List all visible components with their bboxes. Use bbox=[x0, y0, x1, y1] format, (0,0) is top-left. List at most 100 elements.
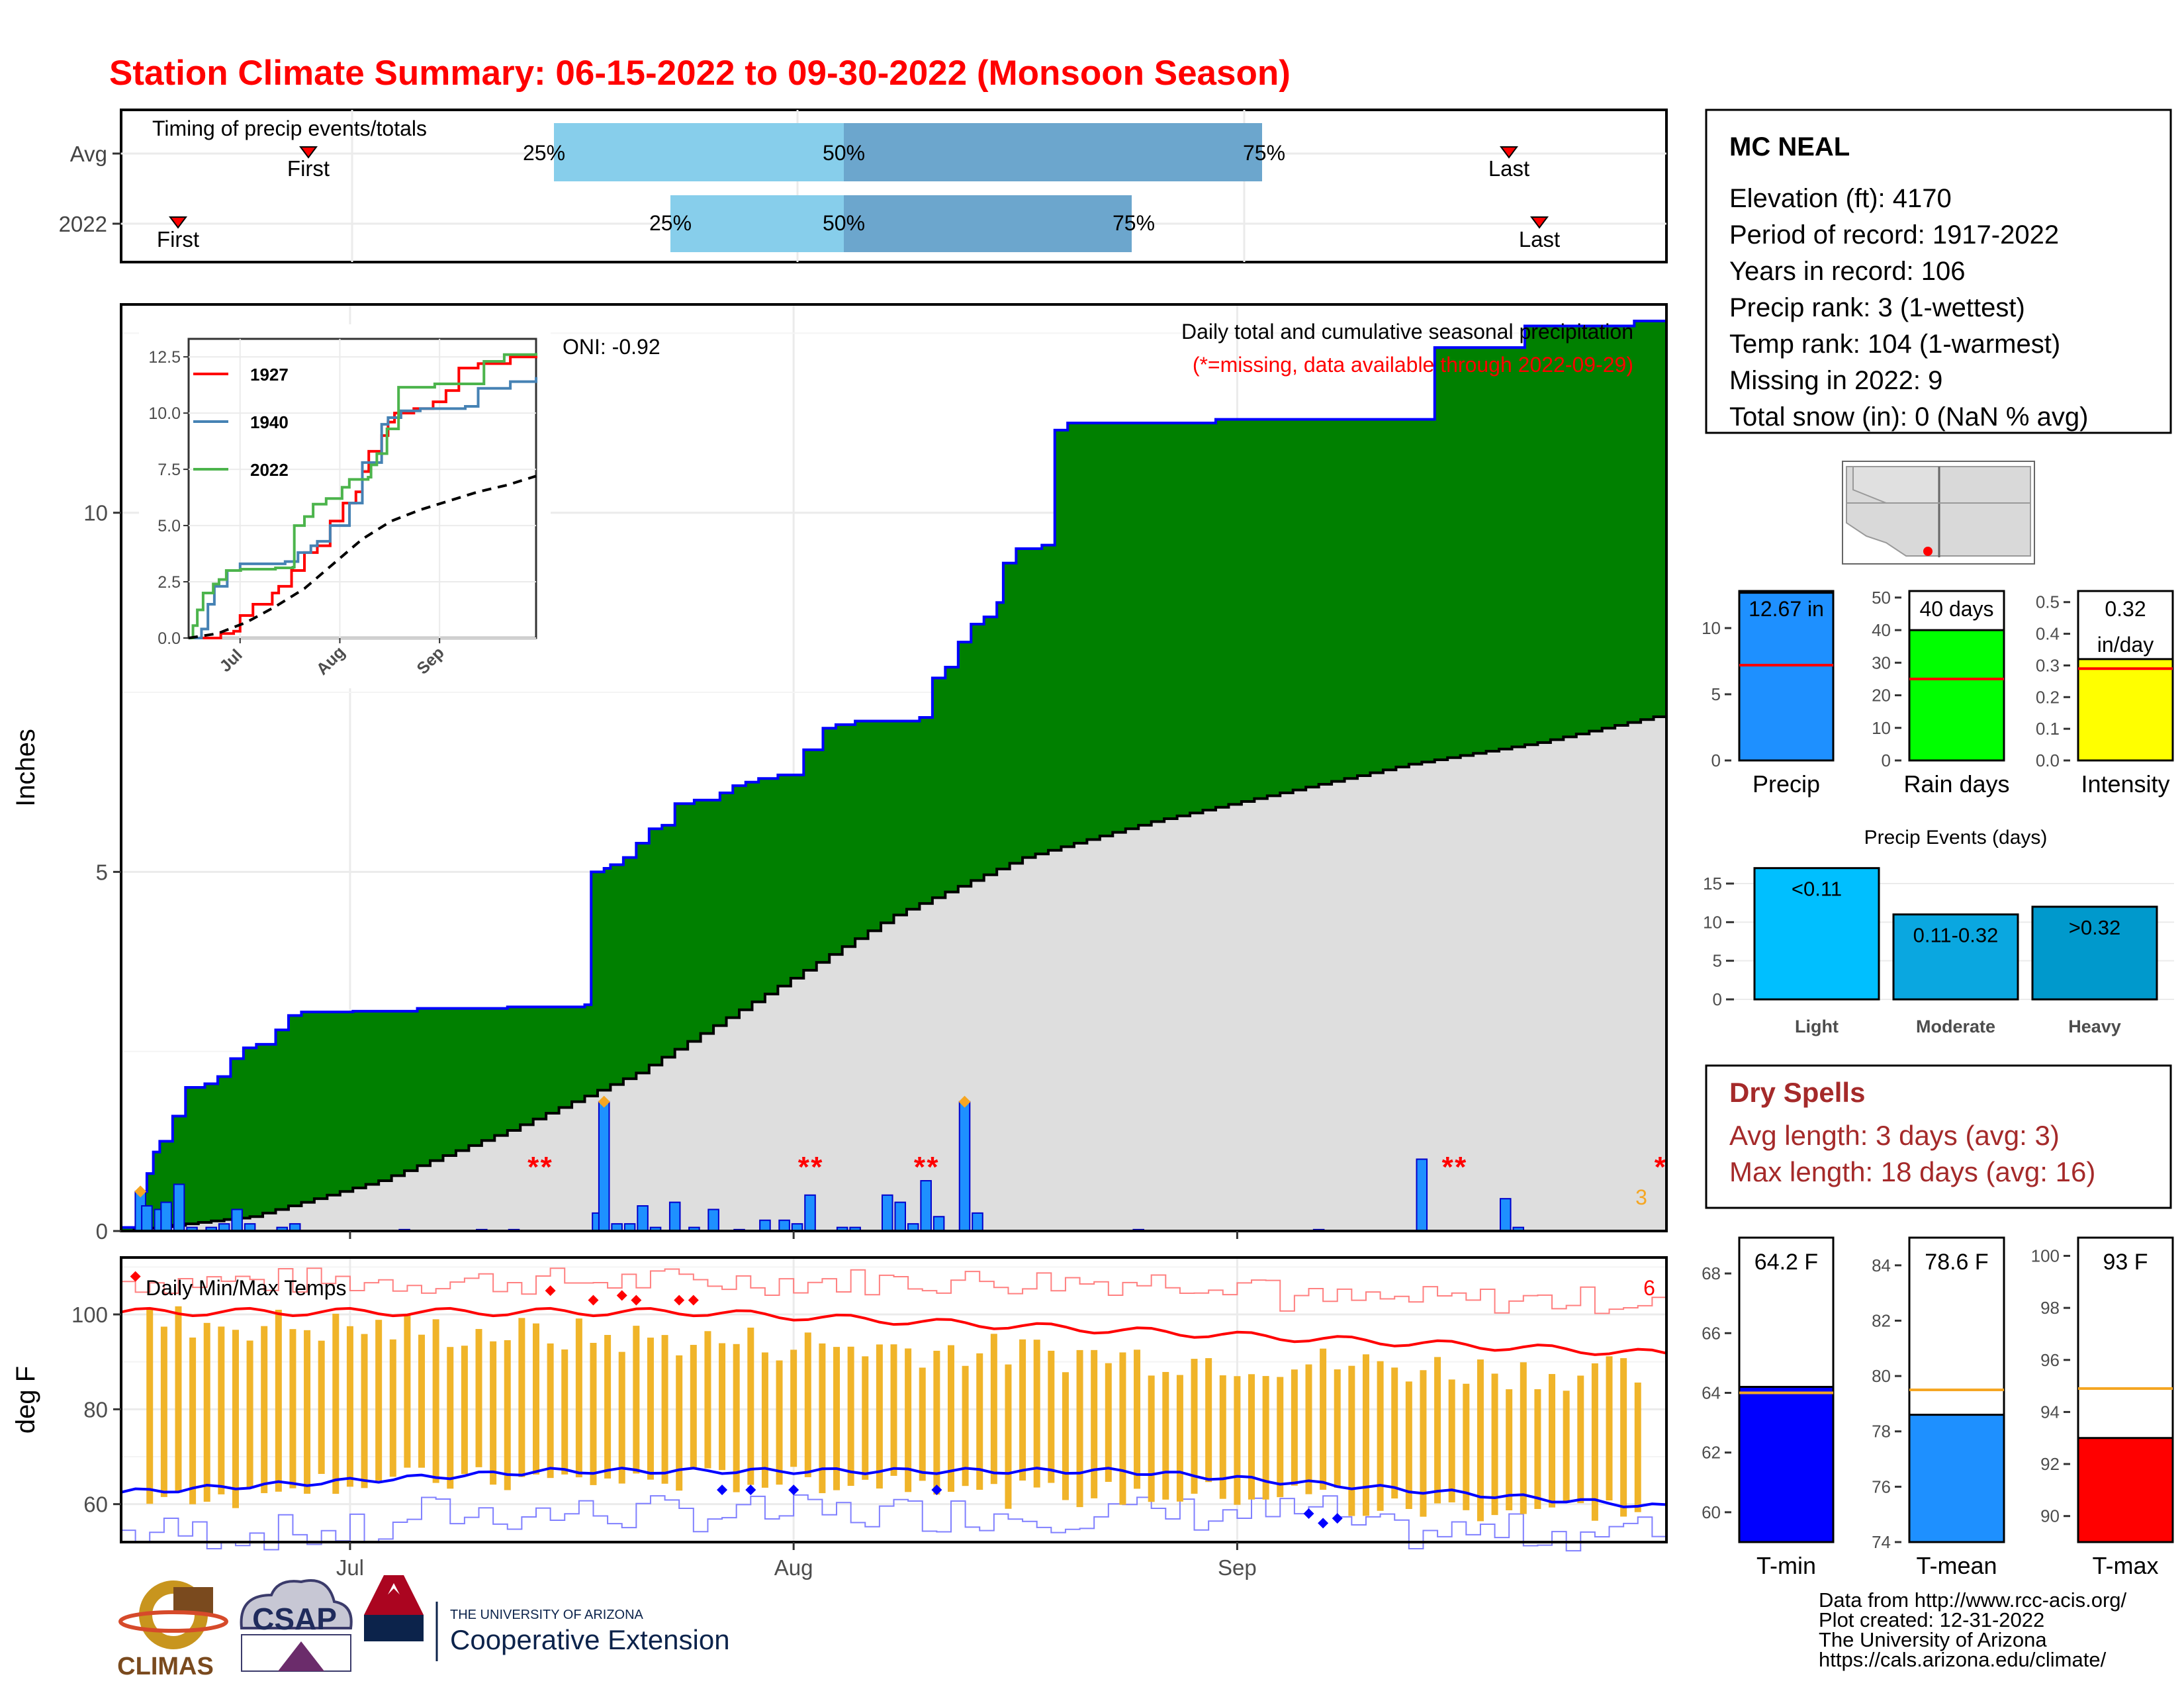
tmin-bar-chart: 60 62 64 66 68 64.2 F T-min bbox=[1702, 1236, 1835, 1579]
avg-q75-label: 75% bbox=[1243, 141, 1285, 165]
missing-day-marker-icon: * bbox=[914, 1151, 926, 1183]
daily-temp-range-bar bbox=[160, 1326, 167, 1497]
small-ytick-label: 0.1 bbox=[2036, 719, 2060, 739]
daily-temp-range-bar bbox=[1219, 1375, 1226, 1499]
missing-day-marker-icon: * bbox=[1455, 1151, 1467, 1183]
daily-temp-range-bar bbox=[647, 1338, 654, 1480]
inset-series-1927 bbox=[189, 354, 537, 639]
temp-bar-category-label: T-max bbox=[2092, 1552, 2158, 1579]
dry-spells-avg: Avg length: 3 days (avg: 3) bbox=[1729, 1120, 2060, 1151]
locator-map bbox=[1842, 461, 2035, 565]
daily-temp-range-bar bbox=[719, 1343, 726, 1471]
station-name: MC NEAL bbox=[1729, 132, 1850, 161]
cumulative-blue-line bbox=[121, 319, 1666, 1229]
daily-temp-range-bar bbox=[804, 1332, 811, 1477]
daily-temp-range-bar bbox=[1448, 1379, 1455, 1503]
temp-bar-ytick-label: 80 bbox=[1872, 1366, 1891, 1386]
avg-first-label: First bbox=[287, 156, 330, 181]
small-ytick-label: 50 bbox=[1872, 588, 1891, 608]
tmax-bar-chart: 90 92 94 96 98 100 93 F T-max bbox=[2031, 1236, 2174, 1579]
daily-temp-range-bar bbox=[504, 1340, 511, 1490]
daily-temp-range-bar bbox=[1162, 1371, 1169, 1500]
events-ytick-label: 5 bbox=[1713, 951, 1722, 971]
daily-temp-range-bar bbox=[175, 1306, 182, 1493]
value-bar bbox=[1738, 592, 1835, 762]
event-category-label: Light bbox=[1795, 1017, 1839, 1036]
daily-precip-bar bbox=[173, 1183, 185, 1232]
temp-bar-ytick-label: 84 bbox=[1872, 1256, 1891, 1275]
daily-precip-bar bbox=[231, 1209, 243, 1232]
oni-label: ONI: -0.92 bbox=[563, 335, 660, 359]
daily-temp-range-bar bbox=[1549, 1374, 1556, 1508]
daily-temp-range-bar bbox=[404, 1314, 411, 1468]
daily-temp-range-bar bbox=[1391, 1367, 1398, 1499]
temp-ytick-label: 60 bbox=[83, 1492, 108, 1517]
y2022-last-marker-icon bbox=[1530, 216, 1549, 229]
temp-value-bar bbox=[1908, 1414, 2005, 1543]
daily-temp-range-bar bbox=[1534, 1389, 1541, 1509]
daily-temp-range-bar bbox=[561, 1349, 569, 1475]
ua-small-text: THE UNIVERSITY OF ARIZONA bbox=[450, 1608, 644, 1622]
missing-day-marker-icon: * bbox=[1442, 1151, 1454, 1183]
events-title: Precip Events (days) bbox=[1864, 827, 2048, 848]
daily-temp-range-bar bbox=[1134, 1349, 1141, 1489]
daily-precip-bar bbox=[804, 1194, 816, 1232]
daily-temp-range-bar bbox=[890, 1344, 897, 1476]
temp-value-bar bbox=[2077, 1437, 2174, 1543]
main-ytick-label: 5 bbox=[96, 860, 108, 884]
missing-day-marker-icon: * bbox=[527, 1151, 539, 1183]
record-low-line bbox=[121, 1494, 1666, 1552]
daily-temp-range-bar bbox=[518, 1318, 525, 1477]
inset-ytick-label: 5.0 bbox=[158, 517, 181, 535]
daily-temp-range-bar bbox=[532, 1323, 539, 1475]
daily-temp-range-bar bbox=[1062, 1372, 1069, 1500]
avg-q25-label: 25% bbox=[523, 141, 565, 165]
daily-temp-range-bar bbox=[246, 1340, 253, 1488]
daily-temp-range-bar bbox=[1606, 1356, 1613, 1500]
daily-temp-range-bar bbox=[475, 1329, 482, 1467]
record-low-marker-icon bbox=[1318, 1518, 1329, 1529]
event-bar-moderate bbox=[1892, 913, 2019, 1001]
daily-temp-range-bar bbox=[575, 1318, 582, 1478]
y2022-row-label: 2022 bbox=[59, 212, 107, 236]
daily-temp-range-bar bbox=[318, 1340, 325, 1475]
daily-temp-range-bar bbox=[332, 1313, 340, 1494]
daily-temp-range-bar bbox=[1019, 1339, 1026, 1481]
daily-precip-bar bbox=[637, 1205, 649, 1232]
daily-temp-range-bar bbox=[1405, 1381, 1412, 1509]
avg-row-label: Avg bbox=[70, 142, 107, 166]
missing-note: (*=missing, data available through 2022-… bbox=[1193, 353, 1633, 377]
daily-temp-range-bar bbox=[1420, 1370, 1427, 1517]
max-precip-marker-icon bbox=[598, 1095, 610, 1108]
daily-temp-range-bar bbox=[833, 1347, 841, 1490]
small-ytick-label: 0.5 bbox=[2036, 592, 2060, 612]
temp-bar-ytick-label: 68 bbox=[1702, 1263, 1721, 1283]
record-low-marker-icon bbox=[1303, 1508, 1314, 1519]
daily-temp-range-bar bbox=[275, 1309, 282, 1492]
footer-line-1: Data from http://www.rcc-acis.org/ bbox=[1819, 1588, 2127, 1612]
timing-panel: Timing of precip events/totals Avg 2022 … bbox=[59, 109, 1668, 263]
daily-precip-bar bbox=[894, 1201, 907, 1232]
temp-bar-ytick-label: 94 bbox=[2040, 1402, 2060, 1422]
y2022-q75-label: 75% bbox=[1113, 211, 1155, 235]
daily-temp-range-bar bbox=[876, 1344, 883, 1489]
inset-ytick-label: 7.5 bbox=[158, 461, 181, 479]
missing-day-marker-icon: * bbox=[927, 1151, 938, 1183]
event-category-label: Moderate bbox=[1916, 1017, 1995, 1036]
daily-temp-range-bar bbox=[618, 1351, 625, 1484]
temp-bar-ytick-label: 60 bbox=[1702, 1502, 1721, 1522]
daily-temp-range-bar bbox=[676, 1355, 683, 1491]
daily-temp-range-bar bbox=[747, 1327, 754, 1485]
y2022-q50-q75-bar bbox=[844, 195, 1132, 252]
precip-bar-chart: 0 5 10 12.67 in Precip bbox=[1702, 590, 1835, 798]
daily-temp-range-bar bbox=[990, 1334, 997, 1485]
value-label: 40 days bbox=[1919, 597, 1993, 621]
daily-temp-range-bar bbox=[361, 1334, 368, 1488]
station-period: Period of record: 1917-2022 bbox=[1729, 220, 2059, 250]
daily-temp-range-bar bbox=[819, 1343, 826, 1494]
event-bar-light bbox=[1753, 867, 1880, 1001]
station-info-box: MC NEAL Elevation (ft): 4170 Period of r… bbox=[1705, 109, 2172, 434]
precip-events-chart: Precip Events (days) 0 5 10 15 <0.11 Light 0.1… bbox=[1703, 827, 2174, 1036]
